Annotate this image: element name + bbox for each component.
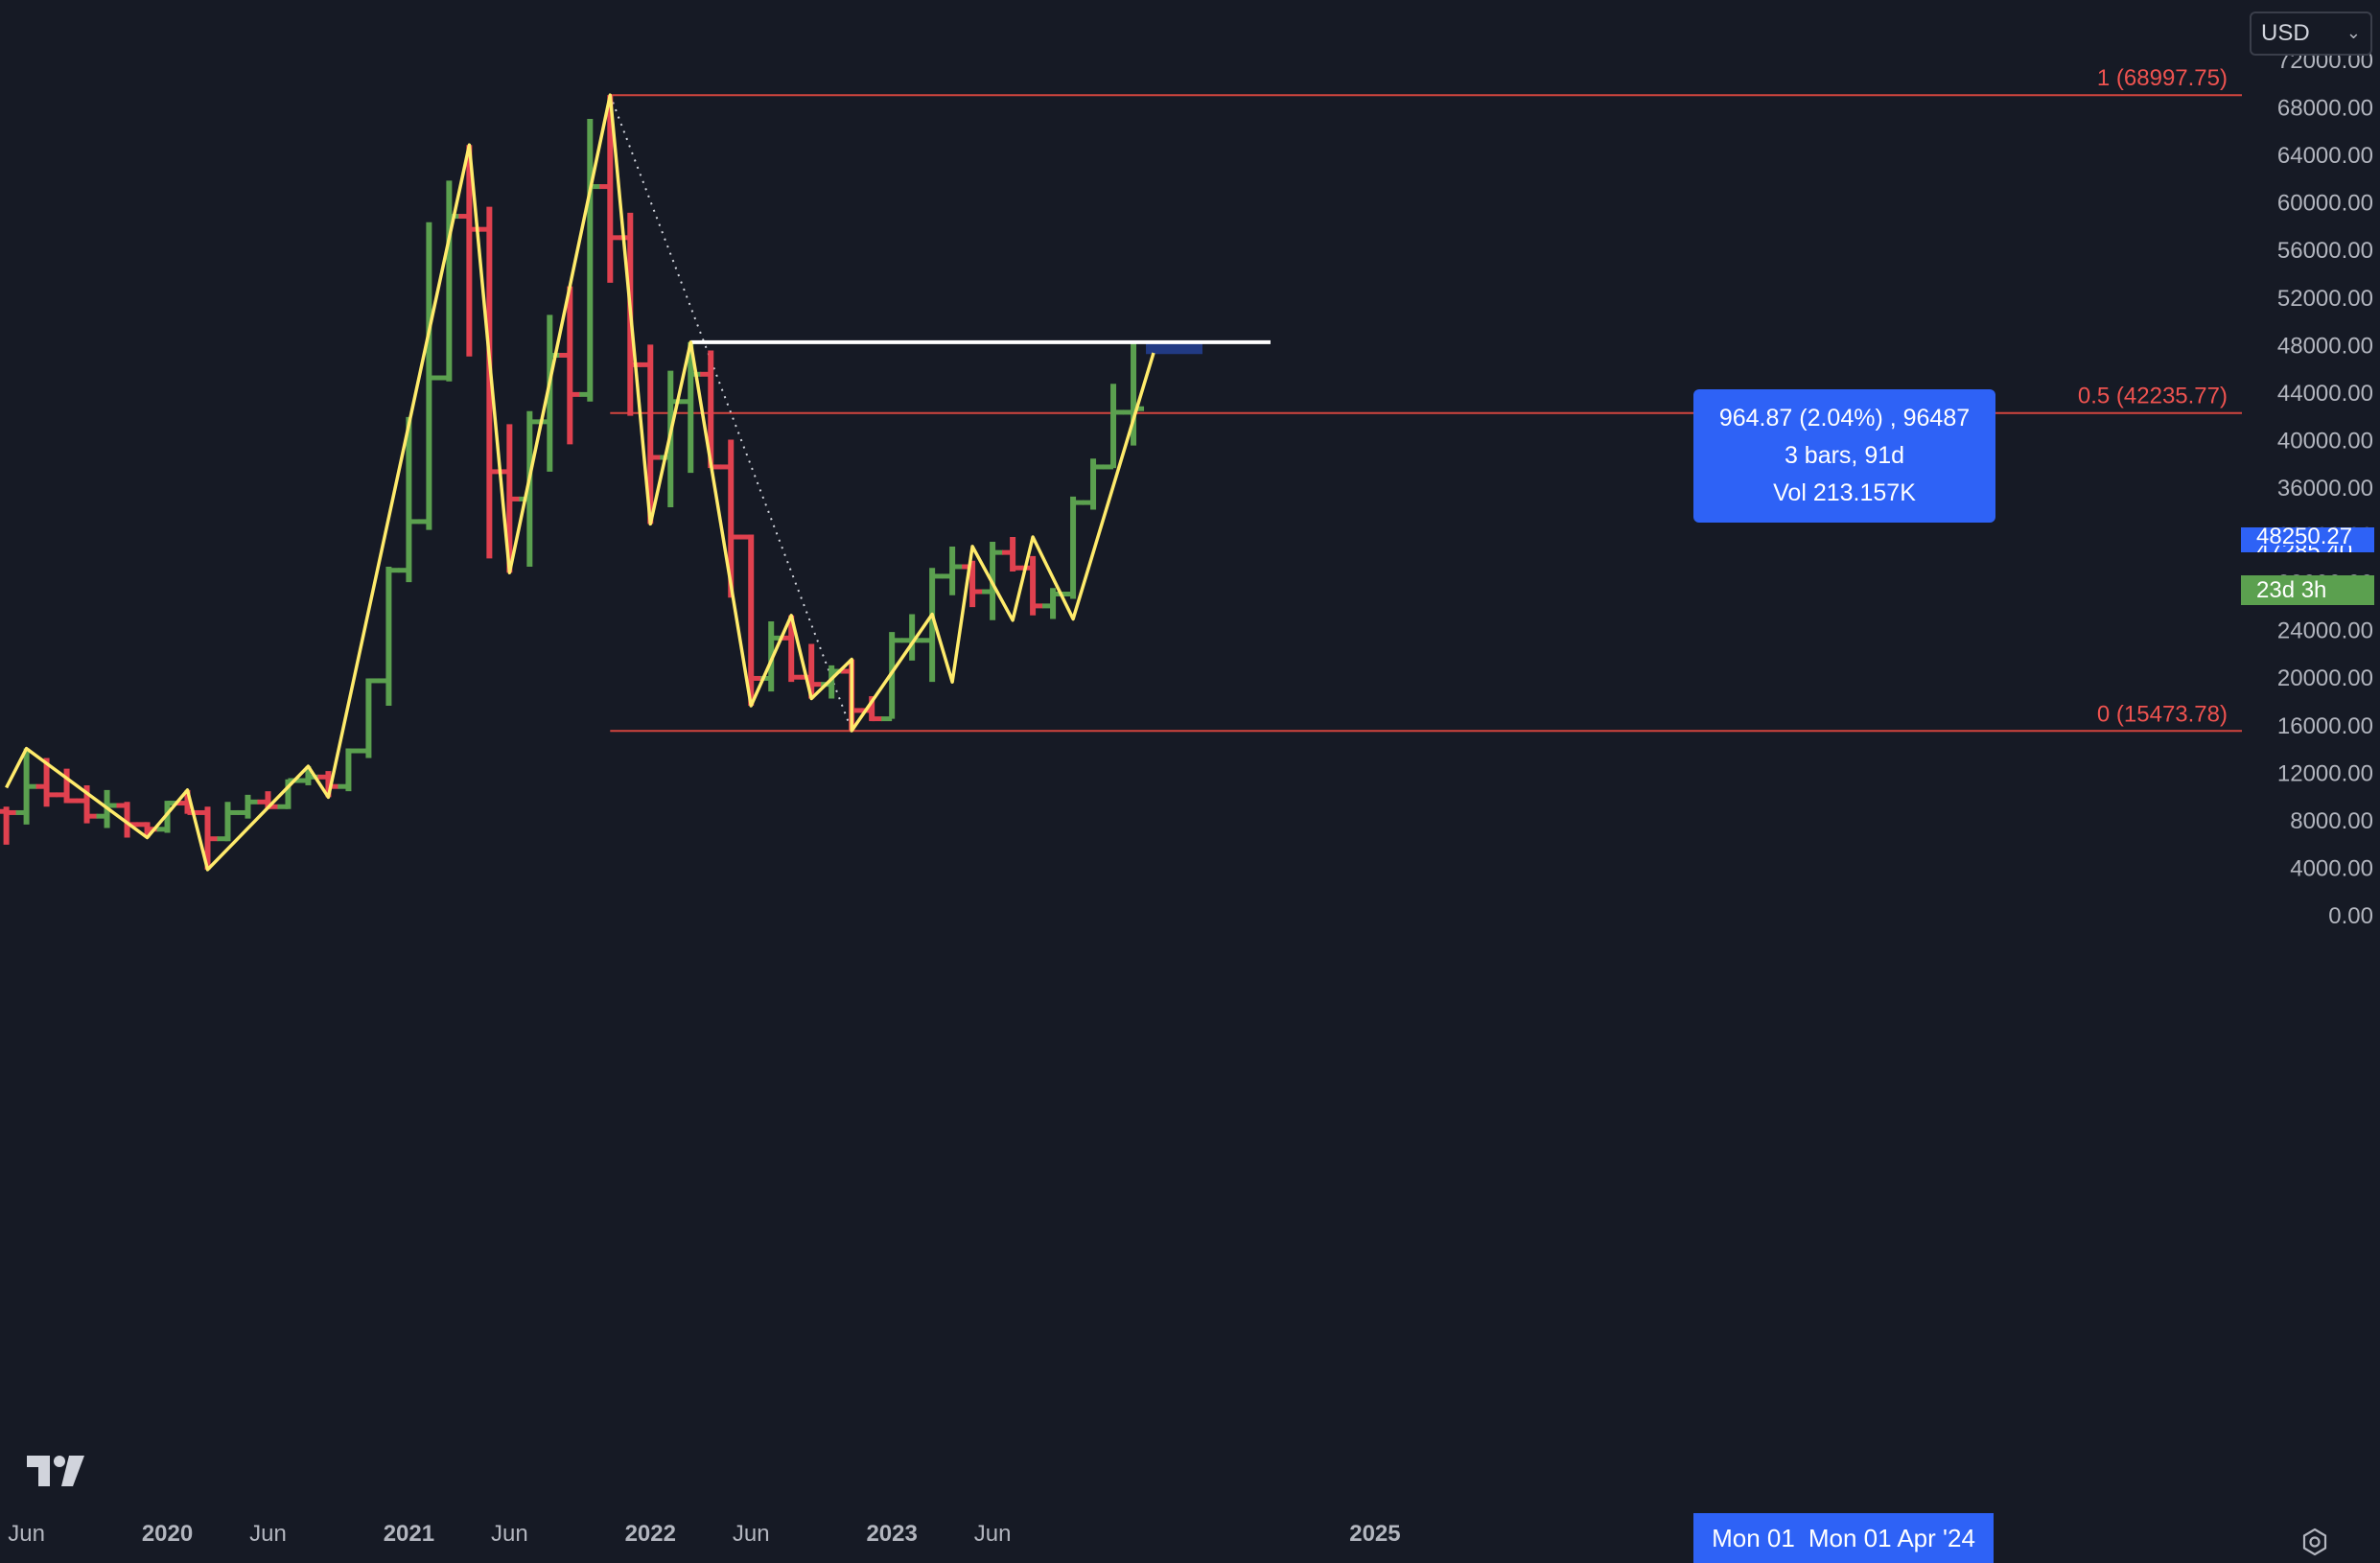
time-axis-tick-label: 2020	[142, 1521, 193, 1547]
fib-level-label: 0 (15473.78)	[2097, 701, 2228, 727]
settings-gear-icon[interactable]	[2299, 1527, 2330, 1562]
measure-region	[1146, 341, 1202, 355]
price-axis-tick-label: 40000.00	[2277, 428, 2373, 454]
time-axis-tick-label: 2022	[625, 1521, 676, 1547]
ohlc-bar	[720, 439, 742, 598]
price-axis: 72000.0068000.0064000.0060000.0056000.00…	[2277, 48, 2373, 929]
price-axis-tick-label: 44000.00	[2277, 381, 2373, 407]
last-price-badge: 48250.27	[2241, 524, 2374, 549]
price-axis-tick-label: 0.00	[2328, 903, 2373, 929]
price-axis-tick-label: 16000.00	[2277, 713, 2373, 739]
fib-retracement: 1 (68997.75) 0.5 (42235.77) 0 (15473.78)	[609, 65, 2242, 733]
price-axis-tick-label: 52000.00	[2277, 286, 2373, 312]
price-axis-tick-label: 64000.00	[2277, 143, 2373, 169]
time-axis-tick-label: 2021	[384, 1521, 434, 1547]
currency-select[interactable]: USD ⌄	[2250, 12, 2372, 56]
ohlc-bar	[378, 567, 400, 706]
bar-countdown-badge: 23d 3h	[2241, 575, 2374, 605]
ohlc-bar	[478, 206, 501, 559]
ohlc-bar	[0, 806, 17, 845]
time-axis-tick-label: 2023	[866, 1521, 917, 1547]
chart-overlays	[690, 339, 1271, 355]
price-axis-tick-label: 36000.00	[2277, 476, 2373, 502]
price-axis-tick-label: 20000.00	[2277, 665, 2373, 691]
ohlc-bar	[539, 315, 561, 472]
tradingview-logo-icon[interactable]	[27, 1456, 84, 1491]
currency-value: USD	[2261, 20, 2310, 46]
time-axis-tick-label: Jun	[974, 1521, 1012, 1547]
ohlc-bar	[1103, 384, 1125, 470]
price-axis-tick-label: 4000.00	[2290, 855, 2373, 881]
ohlc-bars	[0, 95, 1145, 870]
price-axis-tick-label: 12000.00	[2277, 760, 2373, 786]
ohlc-bar	[740, 534, 762, 706]
ohlc-bar	[1062, 496, 1085, 599]
ohlc-bar	[398, 416, 420, 583]
ohlc-bar	[640, 344, 662, 525]
ohlc-bar	[881, 632, 903, 722]
ohlc-bar	[217, 802, 239, 842]
ohlc-bar	[599, 95, 621, 283]
ohlc-bar	[237, 794, 259, 819]
measure-volume: Vol 213.157K	[1773, 479, 1916, 506]
time-axis-tick-label: 2025	[1349, 1521, 1400, 1547]
time-axis-tick-label: Jun	[733, 1521, 770, 1547]
ohlc-bar	[56, 768, 78, 804]
ohlc-bar	[559, 286, 581, 445]
ohlc-bar	[338, 748, 360, 792]
measure-change: 964.87 (2.04%) , 96487	[1718, 405, 1971, 432]
ohlc-bar	[922, 568, 944, 683]
ohlc-bar	[1083, 458, 1105, 510]
ohlc-bar	[418, 222, 440, 530]
date-badge-start: Mon 01	[1712, 1523, 1795, 1552]
price-axis-tick-label: 24000.00	[2277, 618, 2373, 644]
ohlc-bar	[116, 802, 138, 838]
price-axis-tick-label: 60000.00	[2277, 191, 2373, 217]
ohlc-bar	[197, 806, 219, 870]
time-axis: Jun 2020 Jun 2021 Jun 2022 Jun 2023 Jun 2025	[8, 1521, 1400, 1547]
measure-tooltip: 964.87 (2.04%) , 96487 3 bars, 91d Vol 2…	[1693, 389, 1995, 523]
ohlc-bar	[1002, 537, 1024, 572]
time-axis-tick-label: Jun	[491, 1521, 528, 1547]
fib-level-label: 1 (68997.75)	[2097, 65, 2228, 91]
time-axis-tick-label: Jun	[249, 1521, 287, 1547]
date-badge-end: Mon 01 Apr '24	[1808, 1523, 1975, 1552]
price-axis-tick-label: 8000.00	[2290, 808, 2373, 834]
price-axis-tick-label: 68000.00	[2277, 96, 2373, 122]
ohlc-bar	[680, 341, 702, 474]
time-axis-tick-label: Jun	[8, 1521, 45, 1547]
fib-level-label: 0.5 (42235.77)	[2078, 384, 2228, 409]
ohlc-bar	[15, 748, 37, 825]
ohlc-bar	[942, 546, 964, 595]
ohlc-bar	[35, 758, 58, 807]
zigzag-overlay	[5, 93, 1155, 872]
price-axis-tick-label: 48000.00	[2277, 333, 2373, 359]
zigzag-line	[5, 93, 1155, 872]
price-axis-tick-label: 56000.00	[2277, 238, 2373, 264]
chevron-down-icon: ⌄	[2345, 23, 2361, 42]
ohlc-bar	[358, 678, 380, 758]
crosshair-date-badge: Mon 01 Mon 01 Apr '24	[1693, 1513, 1994, 1563]
measure-bars: 3 bars, 91d	[1784, 442, 1905, 469]
